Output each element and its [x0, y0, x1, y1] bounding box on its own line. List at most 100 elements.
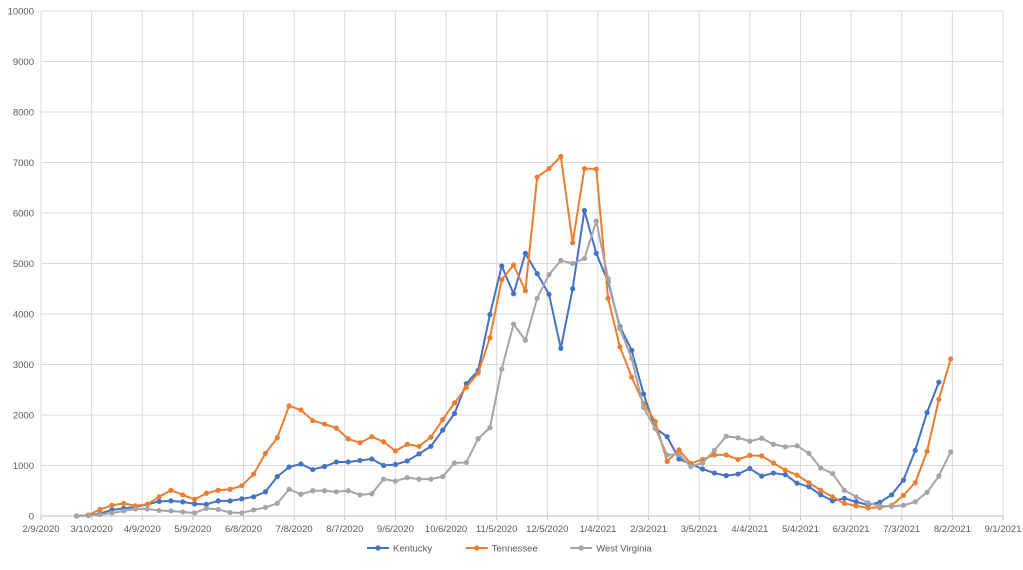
data-point — [735, 456, 741, 463]
legend-item: West Virginia — [570, 544, 653, 555]
data-point — [546, 272, 552, 278]
data-point — [676, 451, 682, 457]
data-point — [948, 449, 954, 455]
data-point — [227, 498, 233, 504]
data-point — [274, 474, 280, 480]
data-point — [191, 501, 198, 507]
data-point — [239, 496, 245, 502]
data-point — [617, 326, 623, 332]
data-point — [652, 426, 658, 432]
data-point — [558, 345, 564, 351]
data-point — [85, 512, 91, 519]
data-point — [534, 295, 540, 301]
data-point — [73, 513, 80, 519]
data-point — [829, 498, 836, 504]
data-point — [664, 434, 670, 440]
y-tick-label: 8000 — [13, 108, 34, 119]
data-point — [369, 434, 375, 440]
x-tick-label: 2/9/2020 — [23, 524, 60, 535]
data-point — [440, 416, 446, 423]
data-point — [345, 436, 351, 442]
data-point — [593, 218, 599, 224]
data-point — [286, 486, 292, 492]
data-point — [570, 240, 576, 246]
data-point — [262, 504, 269, 511]
data-point — [156, 507, 162, 514]
data-point — [818, 492, 824, 498]
data-point — [144, 501, 150, 507]
data-point — [428, 434, 434, 440]
x-tick-label: 3/10/2020 — [70, 524, 112, 535]
data-point — [912, 499, 918, 505]
data-point — [168, 487, 174, 493]
data-point — [546, 291, 552, 297]
data-point — [215, 506, 221, 513]
data-point — [321, 463, 328, 470]
data-point — [416, 476, 422, 482]
series-west-virginia — [73, 218, 954, 519]
data-point — [215, 487, 221, 493]
data-point — [794, 472, 800, 478]
data-point — [227, 509, 233, 516]
data-point — [321, 488, 328, 494]
data-point — [546, 165, 552, 172]
y-tick-label: 7000 — [13, 158, 34, 169]
data-point — [699, 466, 706, 472]
data-point — [522, 288, 528, 294]
data-point — [310, 417, 316, 424]
data-point — [475, 436, 481, 442]
data-point — [558, 153, 564, 160]
data-point — [617, 344, 623, 350]
x-tick-label: 2/3/2021 — [630, 524, 667, 535]
data-point — [428, 443, 434, 449]
data-point — [203, 490, 209, 496]
data-point — [132, 506, 139, 512]
data-point — [298, 407, 304, 413]
y-tick-label: 1000 — [13, 461, 34, 472]
data-point — [191, 510, 198, 516]
data-point — [499, 277, 505, 283]
data-point — [97, 511, 103, 518]
axes: 0 1000 2000 3000 4000 5000 6000 7000 8000 9000 100… — [8, 7, 1022, 536]
data-point — [487, 425, 493, 431]
y-tick-label: 10000 — [8, 7, 34, 18]
data-point — [676, 447, 682, 453]
data-point — [333, 425, 339, 431]
legend: Kentucky Tennessee West Virginia — [367, 544, 653, 555]
data-point — [723, 433, 729, 439]
data-point — [121, 508, 127, 514]
legend-item: Tennessee — [465, 544, 538, 555]
data-point — [747, 465, 753, 472]
data-point — [829, 470, 836, 477]
data-point — [948, 356, 954, 362]
data-point — [180, 492, 186, 498]
data-point — [97, 506, 103, 513]
data-point — [499, 263, 505, 269]
data-point — [900, 502, 907, 508]
x-tick-label: 8/7/2020 — [326, 524, 363, 535]
data-point — [581, 165, 588, 172]
data-point — [381, 439, 387, 445]
data-point — [357, 457, 363, 464]
data-point — [853, 499, 859, 505]
data-point — [392, 448, 399, 454]
data-point — [109, 510, 115, 516]
legend-label: Kentucky — [393, 544, 432, 555]
data-point — [924, 489, 930, 495]
data-point — [629, 355, 635, 362]
data-point — [286, 464, 292, 470]
data-point — [475, 370, 481, 376]
data-point — [747, 452, 753, 458]
data-point — [936, 379, 942, 385]
data-point — [865, 505, 871, 511]
data-point — [806, 450, 812, 456]
data-point — [723, 473, 729, 479]
data-point — [499, 366, 505, 372]
data-point — [570, 260, 576, 267]
data-point — [723, 452, 729, 458]
data-point — [487, 311, 493, 318]
data-point — [924, 409, 930, 416]
data-point — [522, 337, 528, 343]
y-tick-label: 5000 — [13, 259, 34, 270]
data-point — [451, 400, 458, 406]
